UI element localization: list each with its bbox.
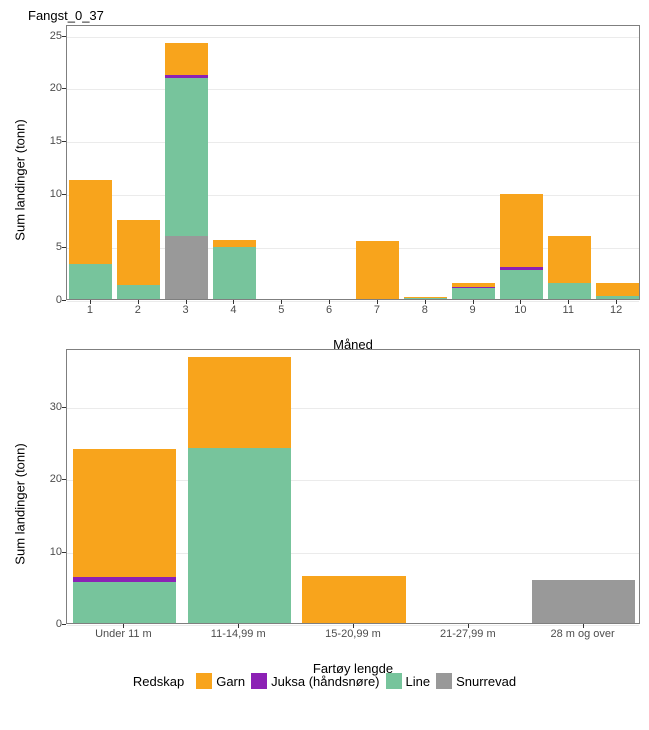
x-tick-label: Under 11 m [95, 628, 152, 640]
y-tick-label: 20 [50, 473, 62, 485]
bar-segment-garn [596, 283, 639, 296]
bar-segment-line [213, 247, 256, 299]
y-tick-label: 25 [50, 30, 62, 42]
bar-segment-snurrevad [532, 580, 635, 623]
bar-segment-line [165, 78, 208, 236]
y-tick-label: 10 [50, 188, 62, 200]
x-tick-mark [568, 300, 569, 304]
x-tick-mark [233, 300, 234, 304]
bar-segment-garn [69, 180, 112, 265]
x-tick-label: 10 [514, 304, 526, 316]
bar-stack [356, 241, 399, 299]
x-tick-mark [123, 624, 124, 628]
y-tick-label: 10 [50, 546, 62, 558]
bar-segment-line [73, 582, 176, 623]
bar-stack [452, 283, 495, 299]
gridline [67, 89, 639, 90]
bar-stack [532, 580, 635, 623]
bar-stack [500, 194, 543, 299]
x-tick-label: 11-14,99 m [211, 628, 266, 640]
bar-stack [188, 357, 291, 623]
x-tick-mark [425, 300, 426, 304]
bar-segment-garn [302, 576, 405, 623]
chart1-panel: Sum landinger (tonn) 0510152025 12345678… [10, 25, 639, 335]
x-tick-mark [138, 300, 139, 304]
chart2-plot-area [66, 349, 640, 624]
y-tick-label: 20 [50, 82, 62, 94]
bar-segment-garn [73, 449, 176, 576]
bar-stack [117, 220, 160, 299]
x-tick-mark [583, 624, 584, 628]
x-tick-mark [238, 624, 239, 628]
bar-segment-snurrevad [165, 236, 208, 299]
y-tick-label: 30 [50, 401, 62, 413]
bar-segment-garn [500, 194, 543, 267]
gridline [67, 195, 639, 196]
bar-segment-garn [356, 241, 399, 299]
chart1-x-axis: 123456789101112 [66, 300, 640, 320]
bar-stack [213, 240, 256, 299]
x-tick-label: 15-20,99 m [325, 628, 381, 640]
x-tick-mark [353, 624, 354, 628]
x-tick-label: 4 [230, 304, 236, 316]
x-tick-label: 21-27,99 m [440, 628, 496, 640]
bar-segment-line [500, 270, 543, 299]
x-tick-label: 11 [563, 304, 574, 316]
bar-stack [165, 43, 208, 299]
chart2-panel: Sum landinger (tonn) 0102030 Under 11 m1… [10, 349, 639, 659]
bar-segment-line [117, 285, 160, 299]
bar-segment-line [69, 264, 112, 299]
chart-title: Fangst_0_37 [28, 8, 639, 23]
bar-stack [404, 297, 447, 299]
gridline [67, 142, 639, 143]
bar-segment-garn [188, 357, 291, 448]
y-tick-label: 15 [50, 135, 62, 147]
x-tick-label: 9 [470, 304, 476, 316]
bar-stack [596, 283, 639, 299]
gridline [67, 408, 639, 409]
bar-segment-line [596, 296, 639, 299]
x-tick-mark [377, 300, 378, 304]
x-tick-mark [186, 300, 187, 304]
x-tick-mark [329, 300, 330, 304]
x-tick-mark [281, 300, 282, 304]
x-tick-label: 7 [374, 304, 380, 316]
x-tick-mark [520, 300, 521, 304]
x-tick-label: 2 [135, 304, 141, 316]
bar-segment-garn [117, 220, 160, 286]
chart2-y-axis: 0102030 [10, 349, 66, 624]
bar-segment-line [404, 298, 447, 299]
x-tick-label: 8 [422, 304, 428, 316]
bar-stack [73, 449, 176, 623]
x-tick-label: 12 [610, 304, 622, 316]
bar-segment-garn [548, 236, 591, 284]
bar-stack [302, 576, 405, 623]
chart1-plot-area [66, 25, 640, 300]
chart2-x-axis: Under 11 m 11-14,99 m 15-20,99 m 21-27,99 m… [66, 624, 640, 644]
x-tick-label: 6 [326, 304, 332, 316]
bar-stack [69, 180, 112, 300]
bar-segment-line [548, 283, 591, 299]
x-tick-mark [616, 300, 617, 304]
page-root: Fangst_0_37 Sum landinger (tonn) 0510152… [0, 0, 649, 697]
x-tick-label: 3 [183, 304, 189, 316]
chart2-xlabel: Fartøy lengde [66, 661, 640, 676]
bar-segment-line [188, 448, 291, 623]
x-tick-mark [468, 624, 469, 628]
x-tick-label: 1 [87, 304, 93, 316]
bar-segment-garn [165, 43, 208, 75]
gridline [67, 37, 639, 38]
x-tick-label: 5 [278, 304, 284, 316]
chart1-y-axis: 0510152025 [10, 25, 66, 300]
bar-segment-line [452, 288, 495, 299]
x-tick-mark [90, 300, 91, 304]
bar-segment-garn [213, 240, 256, 247]
x-tick-mark [473, 300, 474, 304]
bar-stack [548, 236, 591, 299]
x-tick-label: 28 m og over [550, 628, 614, 640]
